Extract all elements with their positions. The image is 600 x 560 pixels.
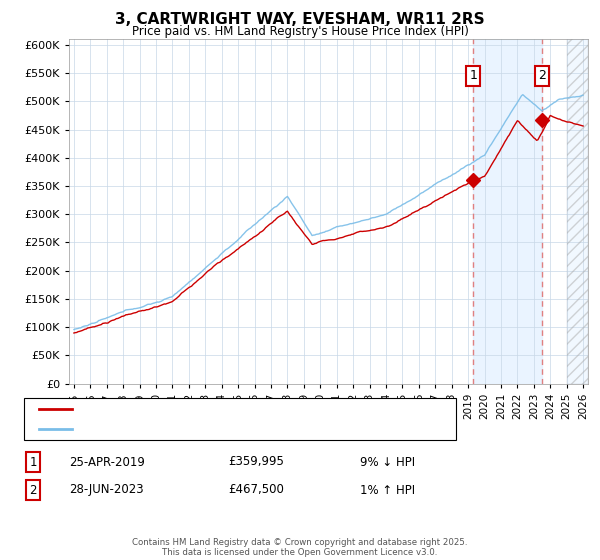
Text: 1: 1 bbox=[29, 455, 37, 469]
Text: 3, CARTWRIGHT WAY, EVESHAM, WR11 2RS: 3, CARTWRIGHT WAY, EVESHAM, WR11 2RS bbox=[115, 12, 485, 27]
Text: 9% ↓ HPI: 9% ↓ HPI bbox=[360, 455, 415, 469]
Text: £359,995: £359,995 bbox=[228, 455, 284, 469]
Text: 28-JUN-2023: 28-JUN-2023 bbox=[69, 483, 143, 497]
Text: Price paid vs. HM Land Registry's House Price Index (HPI): Price paid vs. HM Land Registry's House … bbox=[131, 25, 469, 38]
Text: HPI: Average price, detached house, Wychavon: HPI: Average price, detached house, Wych… bbox=[78, 424, 337, 434]
Bar bbox=[566, 39, 588, 384]
Text: 2: 2 bbox=[538, 69, 546, 82]
Text: 3, CARTWRIGHT WAY, EVESHAM, WR11 2RS (detached house): 3, CARTWRIGHT WAY, EVESHAM, WR11 2RS (de… bbox=[78, 404, 416, 414]
Bar bbox=[473, 39, 542, 384]
Text: 1: 1 bbox=[469, 69, 477, 82]
Text: £467,500: £467,500 bbox=[228, 483, 284, 497]
Text: 2: 2 bbox=[29, 483, 37, 497]
Text: 1% ↑ HPI: 1% ↑ HPI bbox=[360, 483, 415, 497]
Text: Contains HM Land Registry data © Crown copyright and database right 2025.
This d: Contains HM Land Registry data © Crown c… bbox=[132, 538, 468, 557]
Text: 25-APR-2019: 25-APR-2019 bbox=[69, 455, 145, 469]
